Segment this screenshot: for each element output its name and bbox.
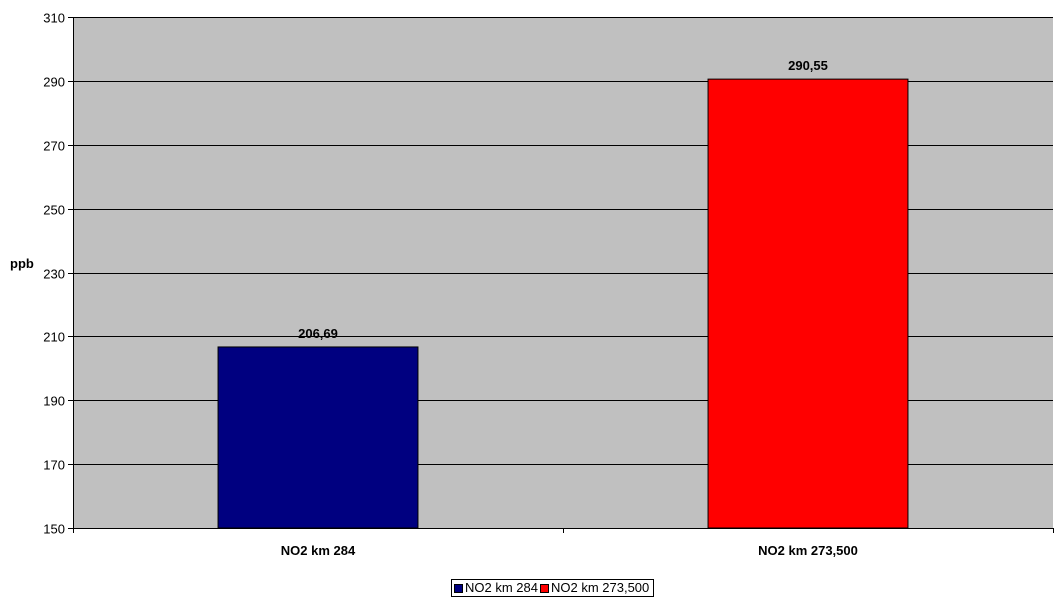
legend-item-0: NO2 km 284 [454, 580, 538, 596]
y-tick-label: 250 [43, 203, 65, 218]
y-tick-label: 270 [43, 139, 65, 154]
x-category-label: NO2 km 284 [281, 543, 356, 558]
bars [217, 78, 909, 529]
y-tick-label: 190 [43, 394, 65, 409]
data-label: 290,55 [788, 58, 828, 73]
legend-label-0: NO2 km 284 [465, 580, 538, 595]
y-tick-label: 310 [43, 11, 65, 26]
y-tick-label: 170 [43, 458, 65, 473]
y-tick-label: 290 [43, 75, 65, 90]
y-tick-label: 230 [43, 267, 65, 282]
y-tick-label: 150 [43, 522, 65, 537]
legend-item-1: NO2 km 273,500 [539, 580, 650, 596]
data-labels: 206,69 290,55 [298, 58, 828, 341]
y-axis-label: ppb [10, 256, 34, 271]
y-tick-label: 210 [43, 330, 65, 345]
data-label: 206,69 [298, 326, 338, 341]
y-axis: 150 170 190 210 230 250 270 290 310 [43, 11, 74, 537]
legend-swatch-0 [454, 583, 463, 593]
bar [707, 78, 909, 529]
x-category-label: NO2 km 273,500 [758, 543, 858, 558]
legend: NO2 km 284 NO2 km 273,500 [451, 579, 655, 597]
bar [217, 346, 419, 529]
x-axis: NO2 km 284 NO2 km 273,500 [73, 528, 1054, 558]
legend-label-1: NO2 km 273,500 [550, 580, 650, 595]
legend-swatch-1 [539, 583, 549, 593]
